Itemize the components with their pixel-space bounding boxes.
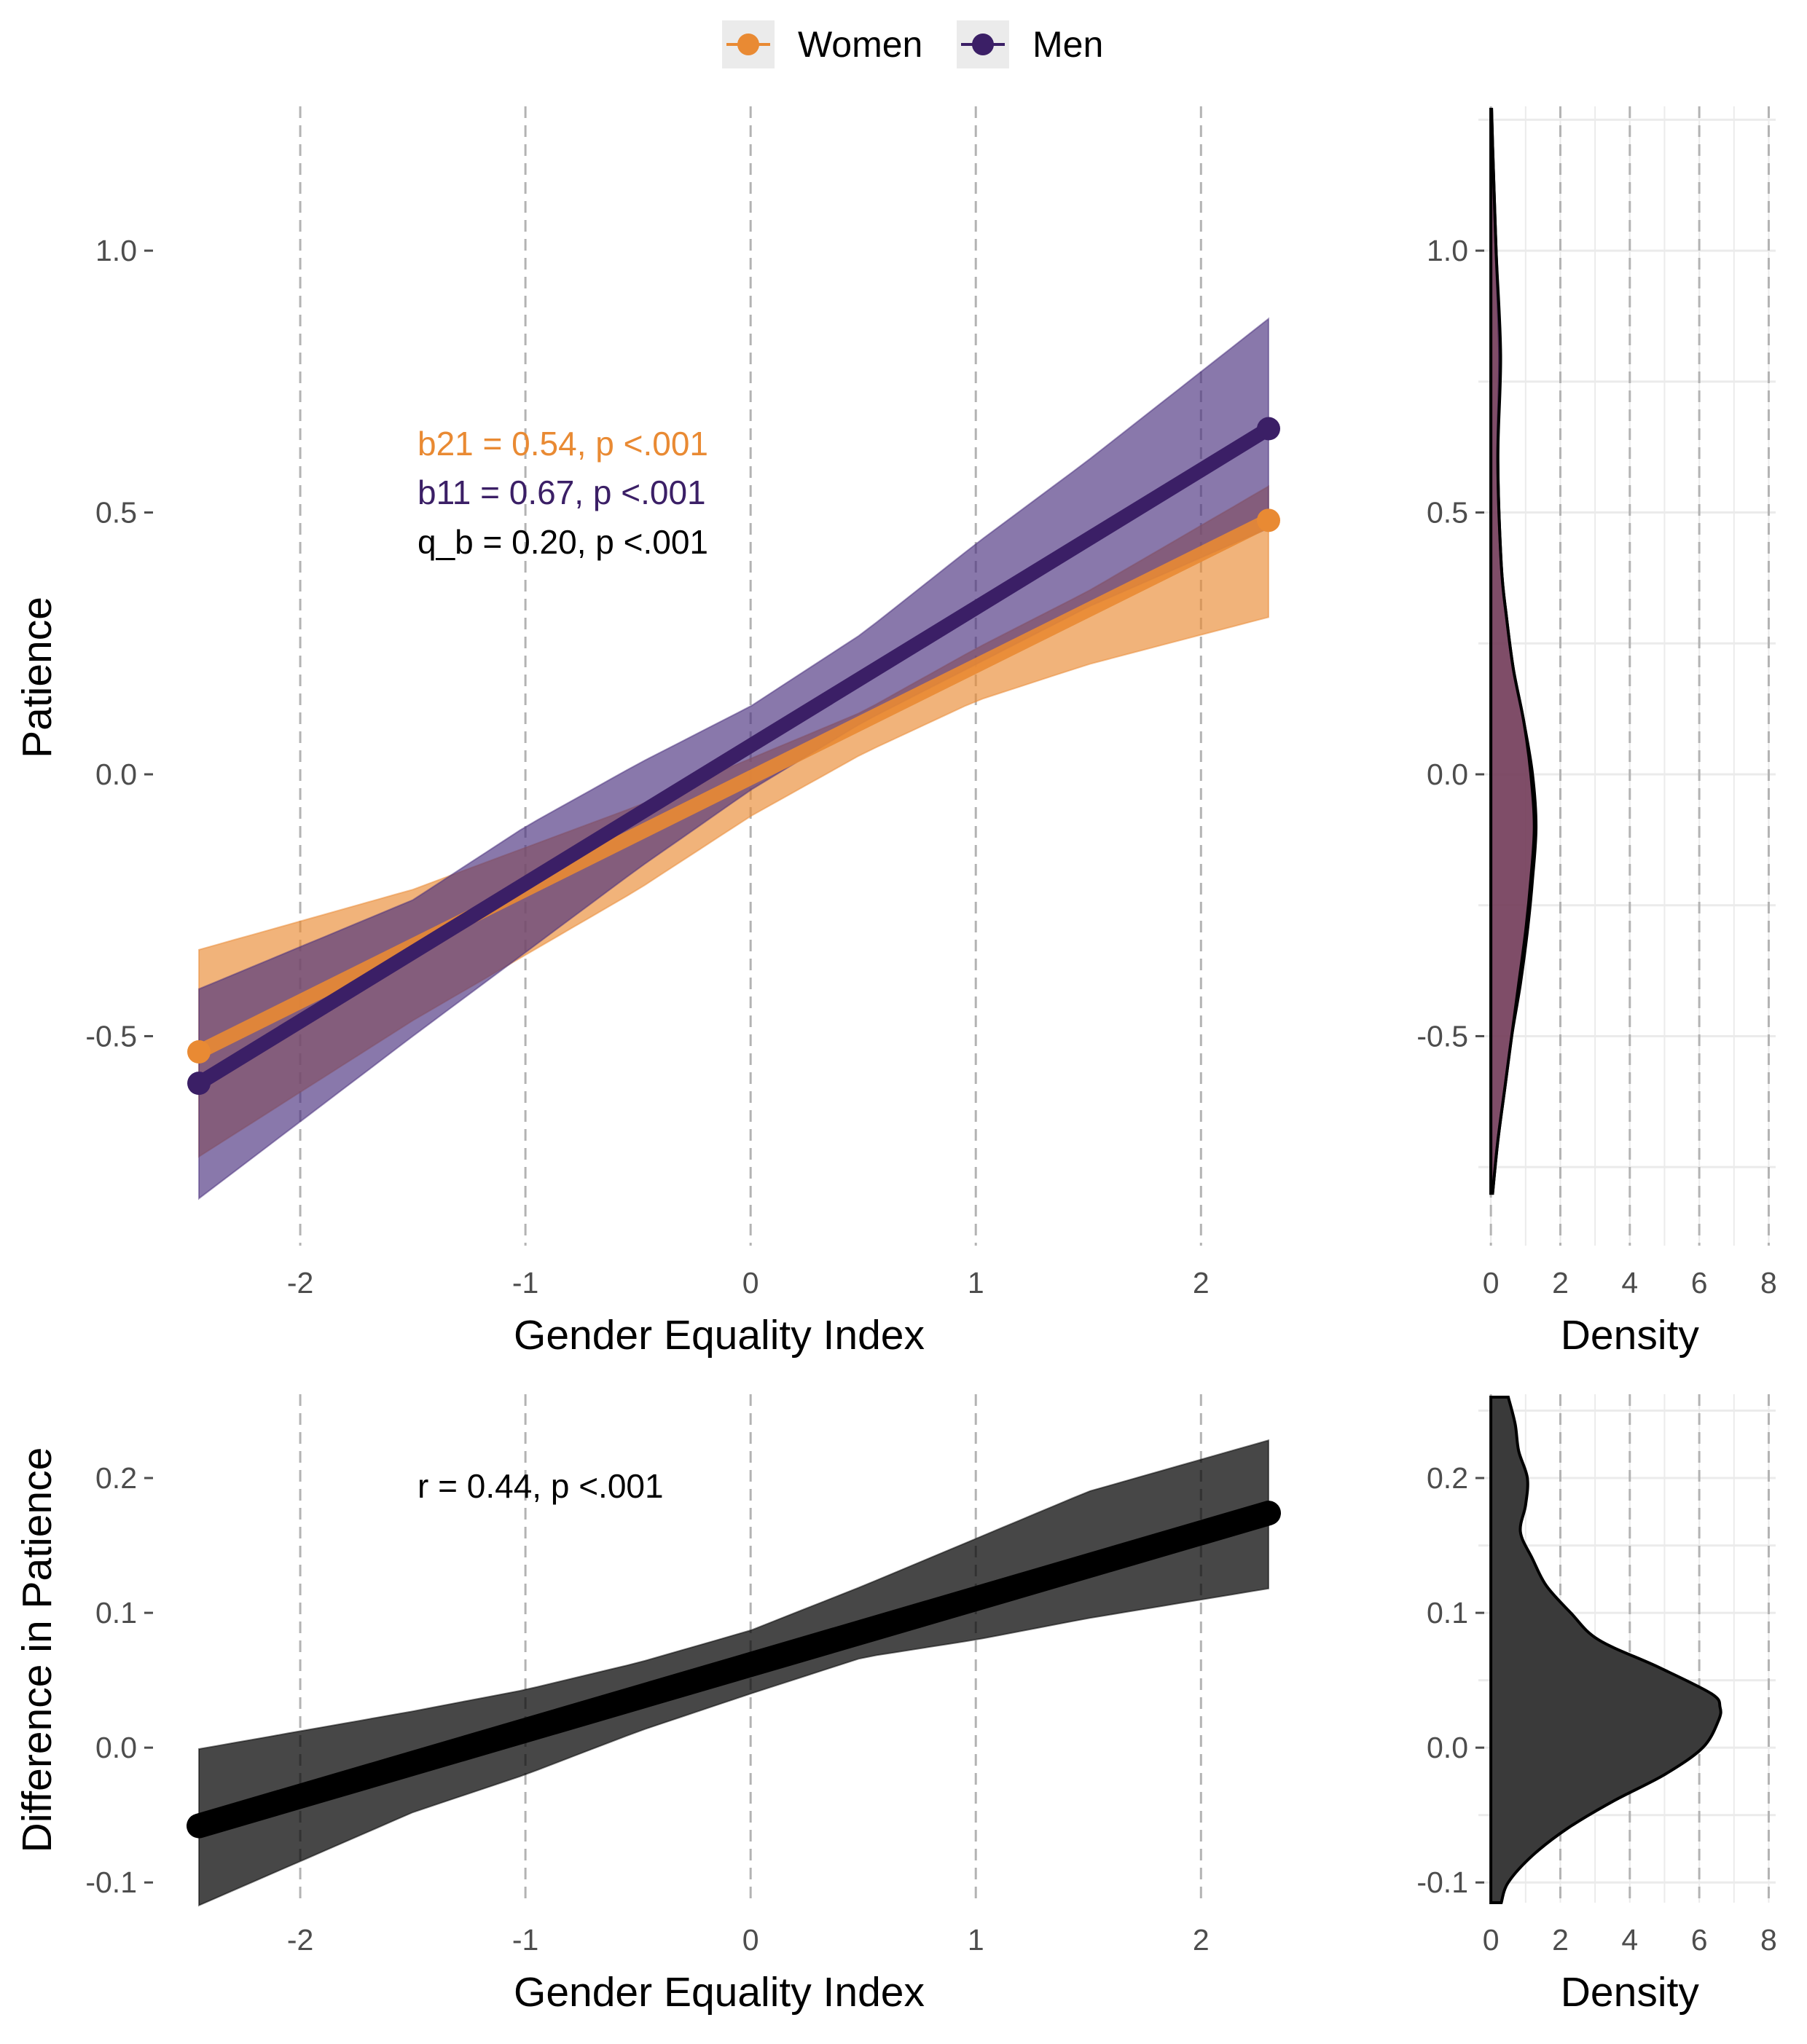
chart_data.2-x-tick-label: 0 bbox=[742, 1923, 759, 1957]
difference-regression-panel: -0.1 0.0 0.1 0.2 -2 -1 0 1 2 Gender Equality Inde… bbox=[14, 1394, 1281, 2016]
chart_data.1-x-tick-label: 8 bbox=[1760, 1266, 1777, 1300]
chart_data.2-x-tick-label: 1 bbox=[968, 1923, 984, 1957]
annotation-stat: r = 0.44, p <.001 bbox=[418, 1467, 664, 1505]
chart_data.0-endpoint-women bbox=[1257, 508, 1280, 532]
chart_data.0-endpoint-women bbox=[187, 1040, 211, 1064]
chart_data.3-y-tick-label: -0.1 bbox=[1416, 1866, 1468, 1899]
legend-key-men-point bbox=[972, 34, 994, 55]
chart_data.2-y-tick-label: 0.2 bbox=[95, 1461, 137, 1495]
chart_data.3-y-tick-label: 0.0 bbox=[1427, 1731, 1468, 1764]
legend-label-women: Women bbox=[798, 24, 922, 65]
chart_data.0-x-tick-label: -1 bbox=[512, 1266, 538, 1300]
chart_data.0-x-axis-title: Gender Equality Index bbox=[514, 1312, 925, 1359]
chart_data.0-endpoint-men bbox=[1257, 417, 1280, 441]
legend-key-women-point bbox=[737, 34, 759, 55]
chart_data.2-y-tick-label: 0.0 bbox=[95, 1731, 137, 1764]
chart_data.0-x-tick-label: -2 bbox=[287, 1266, 313, 1300]
chart_data.2-regression-line-difference bbox=[187, 1501, 1281, 1839]
chart_data.3-x-axis-title: Density bbox=[1561, 1969, 1700, 2016]
patience-regression-panel: -0.5 0.0 0.5 1.0 -2 -1 0 1 2 Gender Equality Inde… bbox=[14, 106, 1280, 1359]
chart_data.3-y-tick-label: 0.1 bbox=[1427, 1596, 1468, 1630]
chart_data.2-y-axis-title: Difference in Patience bbox=[14, 1447, 60, 1853]
chart_data.0-x-tick-label: 1 bbox=[968, 1266, 984, 1300]
chart_data.0-y-tick-label: 0.0 bbox=[95, 758, 137, 791]
chart_data.2-x-axis-title: Gender Equality Index bbox=[514, 1969, 925, 2016]
chart_data.1-x-tick-label: 0 bbox=[1483, 1266, 1500, 1300]
chart_data.1-y-tick-label: -0.5 bbox=[1416, 1019, 1468, 1053]
chart_data.3-x-tick-label: 4 bbox=[1621, 1923, 1638, 1957]
chart_data.0-y-tick-label: -0.5 bbox=[85, 1019, 137, 1053]
chart_data.2-y-tick-label: 0.1 bbox=[95, 1596, 137, 1630]
chart_data.3-density-area bbox=[1489, 1396, 1722, 1904]
chart_data.1-y-tick-label: 1.0 bbox=[1427, 234, 1468, 267]
chart_data.0-regression-line-women bbox=[192, 513, 1276, 1060]
chart_data.0-y-tick-label: 0.5 bbox=[95, 496, 137, 530]
chart_data.0-x-tick-label: 0 bbox=[742, 1266, 759, 1300]
legend-label-men: Men bbox=[1032, 24, 1103, 65]
chart_data.3-x-tick-label: 0 bbox=[1483, 1923, 1500, 1957]
chart_data.1-x-tick-label: 2 bbox=[1552, 1266, 1569, 1300]
patience-density-panel: -0.5 0.0 0.5 1.0 0 2 4 6 8 Density bbox=[1416, 106, 1777, 1359]
chart_data.2-x-tick-label: 2 bbox=[1193, 1923, 1210, 1957]
chart_data.0-endpoint-men bbox=[187, 1072, 211, 1096]
chart_data.2-x-tick-label: -1 bbox=[512, 1923, 538, 1957]
chart_data.1-x-tick-label: 4 bbox=[1621, 1266, 1638, 1300]
chart_data.2-x-tick-label: -2 bbox=[287, 1923, 313, 1957]
chart_data.0-x-tick-label: 2 bbox=[1193, 1266, 1210, 1300]
difference-density-panel: -0.1 0.0 0.1 0.2 0 2 4 6 8 Density bbox=[1416, 1394, 1777, 2016]
chart_data.0-y-axis-title: Patience bbox=[14, 597, 60, 758]
chart_data.3-x-tick-label: 8 bbox=[1760, 1923, 1777, 1957]
chart_data.3-x-tick-label: 6 bbox=[1691, 1923, 1708, 1957]
chart_data.2-y-tick-label: -0.1 bbox=[85, 1866, 137, 1899]
annotation-stat: b11 = 0.67, p <.001 bbox=[418, 473, 706, 511]
legend: Women Men bbox=[722, 20, 1103, 68]
annotation-stat: b21 = 0.54, p <.001 bbox=[418, 425, 708, 463]
chart_data.1-x-axis-title: Density bbox=[1561, 1312, 1700, 1359]
chart_data.1-x-tick-label: 6 bbox=[1691, 1266, 1708, 1300]
chart_data.0-regression-line-men bbox=[192, 421, 1276, 1091]
chart_data.1-y-tick-label: 0.0 bbox=[1427, 758, 1468, 791]
chart_data.1-y-tick-label: 0.5 bbox=[1427, 496, 1468, 530]
chart_data.3-x-tick-label: 2 bbox=[1552, 1923, 1569, 1957]
annotation-stat: q_b = 0.20, p <.001 bbox=[418, 523, 708, 561]
chart_data.3-y-tick-label: 0.2 bbox=[1427, 1461, 1468, 1495]
chart_data.0-y-tick-label: 1.0 bbox=[95, 234, 137, 267]
chart_data.1-density-area-men bbox=[1489, 108, 1536, 1195]
